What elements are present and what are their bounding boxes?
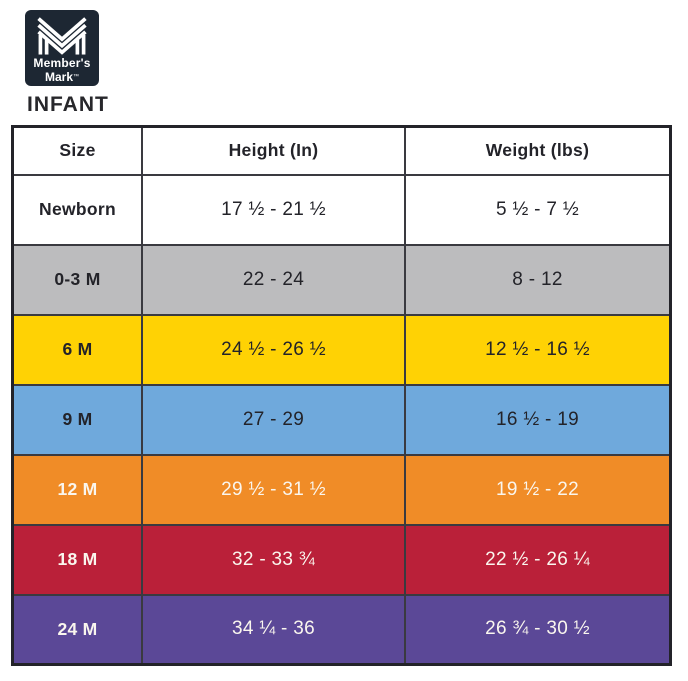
page-title: INFANT (27, 93, 109, 116)
infant-size-table: Size Height (In) Weight (lbs) Newborn 17… (11, 125, 672, 666)
weight-cell: 26 ¾ - 30 ½ (404, 593, 672, 666)
trademark-symbol: ™ (73, 73, 79, 80)
table-row-newborn: Newborn 17 ½ - 21 ½ 5 ½ - 7 ½ (11, 173, 672, 246)
logo-text-members: Member's (33, 56, 91, 70)
height-cell: 34 ¼ - 36 (141, 593, 406, 666)
header-height: Height (In) (141, 125, 406, 176)
height-cell: 32 - 33 ¾ (141, 523, 406, 596)
height-cell: 24 ½ - 26 ½ (141, 313, 406, 386)
size-cell: 6 M (11, 313, 143, 386)
height-cell: 29 ½ - 31 ½ (141, 453, 406, 526)
weight-cell: 12 ½ - 16 ½ (404, 313, 672, 386)
table-row-24m: 24 M 34 ¼ - 36 26 ¾ - 30 ½ (11, 593, 672, 666)
members-mark-logo: Member's Mark™ (25, 10, 99, 86)
size-cell: 0-3 M (11, 243, 143, 316)
header-size: Size (11, 125, 143, 176)
height-cell: 17 ½ - 21 ½ (141, 173, 406, 246)
size-cell: 12 M (11, 453, 143, 526)
weight-cell: 5 ½ - 7 ½ (404, 173, 672, 246)
weight-cell: 19 ½ - 22 (404, 453, 672, 526)
table-row-9m: 9 M 27 - 29 16 ½ - 19 (11, 383, 672, 456)
height-cell: 22 - 24 (141, 243, 406, 316)
weight-cell: 8 - 12 (404, 243, 672, 316)
header-weight: Weight (lbs) (404, 125, 672, 176)
logo-text-mark: Mark™ (44, 69, 79, 84)
table-row-0-3m: 0-3 M 22 - 24 8 - 12 (11, 243, 672, 316)
size-cell: 24 M (11, 593, 143, 666)
weight-cell: 22 ½ - 26 ¼ (404, 523, 672, 596)
members-mark-m-icon (37, 17, 87, 55)
table-row-6m: 6 M 24 ½ - 26 ½ 12 ½ - 16 ½ (11, 313, 672, 386)
weight-cell: 16 ½ - 19 (404, 383, 672, 456)
size-cell: 18 M (11, 523, 143, 596)
height-cell: 27 - 29 (141, 383, 406, 456)
table-header-row: Size Height (In) Weight (lbs) (11, 125, 672, 176)
size-cell: 9 M (11, 383, 143, 456)
table-row-18m: 18 M 32 - 33 ¾ 22 ½ - 26 ¼ (11, 523, 672, 596)
size-cell: Newborn (11, 173, 143, 246)
table-row-12m: 12 M 29 ½ - 31 ½ 19 ½ - 22 (11, 453, 672, 526)
